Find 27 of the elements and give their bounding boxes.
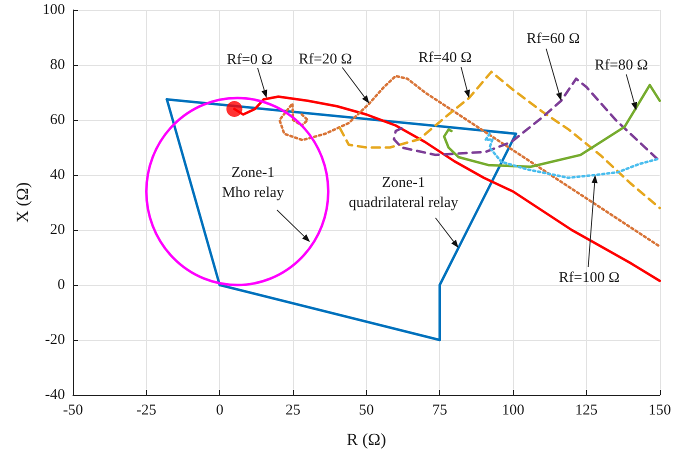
y-tick-label: 100 xyxy=(42,2,65,18)
annotation: Rf=0 Ω xyxy=(226,52,273,68)
annotation: Zone-1 quadrilateral relay xyxy=(348,174,459,211)
x-tick-label: -50 xyxy=(63,402,83,418)
annotation: Rf=20 Ω xyxy=(298,52,352,68)
x-tick-label: 125 xyxy=(575,402,598,418)
y-tick-label: 20 xyxy=(50,222,65,238)
annotation: Rf=40 Ω xyxy=(418,50,472,66)
x-axis-title: R (Ω) xyxy=(346,430,386,449)
x-tick-label: -25 xyxy=(136,402,156,418)
x-tick-label: 0 xyxy=(216,402,224,418)
y-tick-label: 80 xyxy=(50,57,65,73)
annotation: Rf=100 Ω xyxy=(558,270,620,286)
annotation: Zone-1 Mho relay xyxy=(222,165,285,201)
annotation: Rf=60 Ω xyxy=(526,30,580,47)
x-tick-label: 150 xyxy=(648,402,671,418)
x-tick-label: 100 xyxy=(502,402,524,418)
y-tick-label: -40 xyxy=(45,387,65,403)
x-tick-label: 50 xyxy=(358,402,374,418)
x-tick-label: 25 xyxy=(286,402,301,418)
y-tick-label: 40 xyxy=(50,167,65,183)
y-axis-title: X (Ω) xyxy=(13,182,32,223)
x-tick-label: 75 xyxy=(432,402,448,418)
y-tick-label: 60 xyxy=(50,112,65,128)
annotation: Rf=80 Ω xyxy=(594,57,648,74)
y-tick-label: 0 xyxy=(58,277,65,293)
y-tick-label: -20 xyxy=(45,332,65,348)
